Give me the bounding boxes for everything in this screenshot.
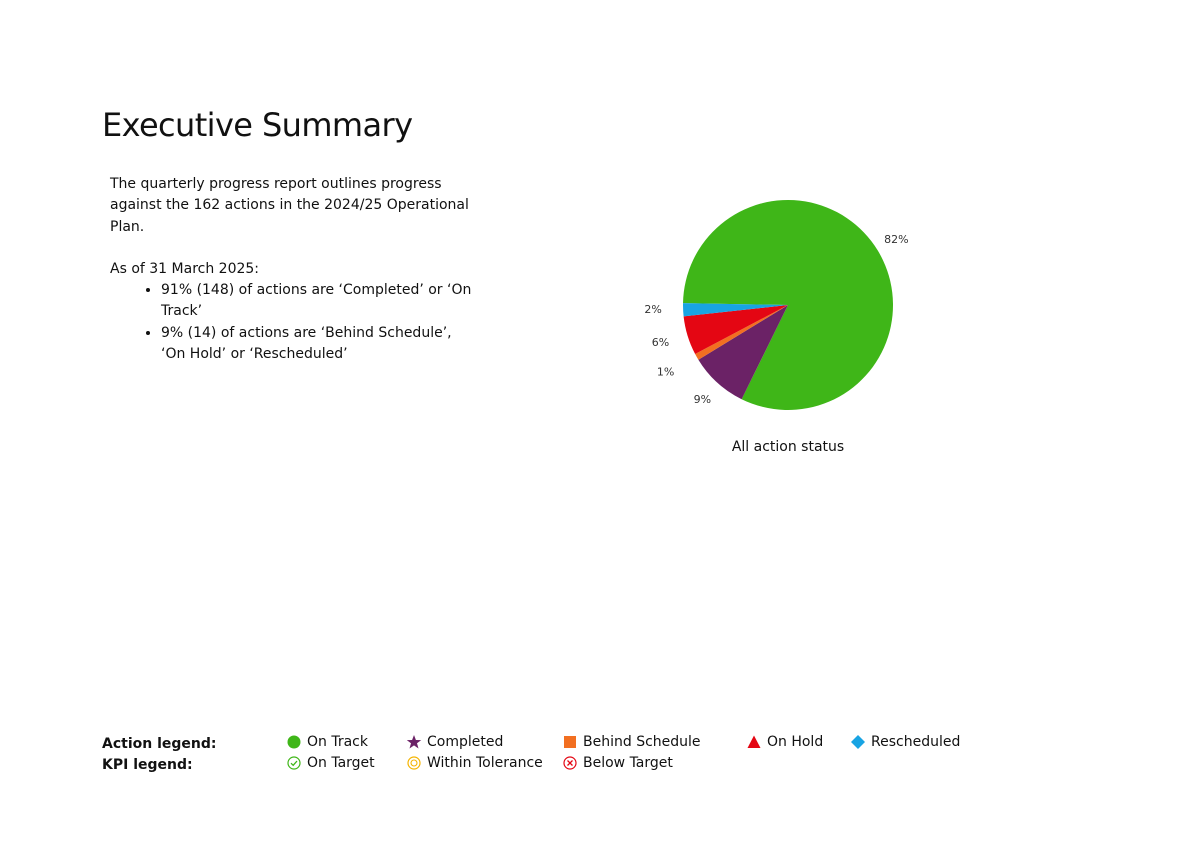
- legend-item-label: Rescheduled: [871, 734, 961, 750]
- summary-intro: The quarterly progress report outlines p…: [110, 176, 469, 235]
- page-title: Executive Summary: [102, 106, 413, 144]
- summary-as-of: As of 31 March 2025:: [110, 260, 260, 277]
- slice-label: 9%: [694, 393, 711, 406]
- legend-item-label: Within Tolerance: [427, 755, 543, 771]
- pie-slice: [683, 303, 788, 317]
- cross-circle-icon: [562, 755, 578, 771]
- legend-item-rescheduled: Rescheduled: [850, 734, 960, 750]
- kpi-legend-row: KPI legend: On Target Within Tolerance B…: [102, 755, 1002, 776]
- chart-title: All action status: [731, 439, 845, 455]
- summary-text: The quarterly progress report outlines p…: [110, 174, 480, 365]
- legend-item-within-tolerance: Within Tolerance: [406, 755, 543, 771]
- summary-bullet: 91% (148) of actions are ‘Completed’ or …: [161, 280, 480, 323]
- legend-item-below-target: Below Target: [562, 755, 673, 771]
- red-triangle-icon: [746, 734, 762, 750]
- action-legend-row: Action legend: On Track Completed Behind…: [102, 734, 1002, 755]
- slice-label: 1%: [657, 366, 674, 379]
- check-circle-icon: [286, 755, 302, 771]
- slice-label: 82%: [884, 233, 908, 246]
- pie-slice: [698, 305, 788, 400]
- blue-diamond-icon: [850, 734, 866, 750]
- target-circle-icon: [406, 755, 422, 771]
- slice-label: 2%: [644, 303, 661, 316]
- action-legend-title: Action legend:: [102, 736, 217, 752]
- legend-item-on-hold: On Hold: [746, 734, 823, 750]
- pie-slice: [695, 305, 788, 360]
- summary-bullets: 91% (148) of actions are ‘Completed’ or …: [110, 280, 480, 365]
- action-status-chart: 82% 9% 1% 6% 2% All action status: [640, 180, 940, 470]
- legend-item-label: On Hold: [767, 734, 824, 750]
- pie-chart: 82% 9% 1% 6% 2%: [644, 200, 909, 411]
- legend-item-label: On Track: [307, 734, 368, 750]
- purple-star-icon: [406, 734, 422, 750]
- legend-item-behind-schedule: Behind Schedule: [562, 734, 701, 750]
- green-circle-icon: [286, 734, 302, 750]
- legend-item-on-track: On Track: [286, 734, 368, 750]
- legend-item-completed: Completed: [406, 734, 503, 750]
- kpi-legend-title: KPI legend:: [102, 757, 193, 773]
- legend-item-on-target: On Target: [286, 755, 375, 771]
- pie-slice: [683, 305, 788, 354]
- legend-item-label: Completed: [427, 734, 504, 750]
- pie-slice: [683, 200, 894, 411]
- summary-bullet: 9% (14) of actions are ‘Behind Schedule’…: [161, 323, 480, 366]
- orange-square-icon: [562, 734, 578, 750]
- legend-item-label: Behind Schedule: [583, 734, 701, 750]
- legend-item-label: On Target: [307, 755, 375, 771]
- slice-label: 6%: [652, 336, 669, 349]
- legend: Action legend: On Track Completed Behind…: [102, 734, 1002, 776]
- legend-item-label: Below Target: [583, 755, 673, 771]
